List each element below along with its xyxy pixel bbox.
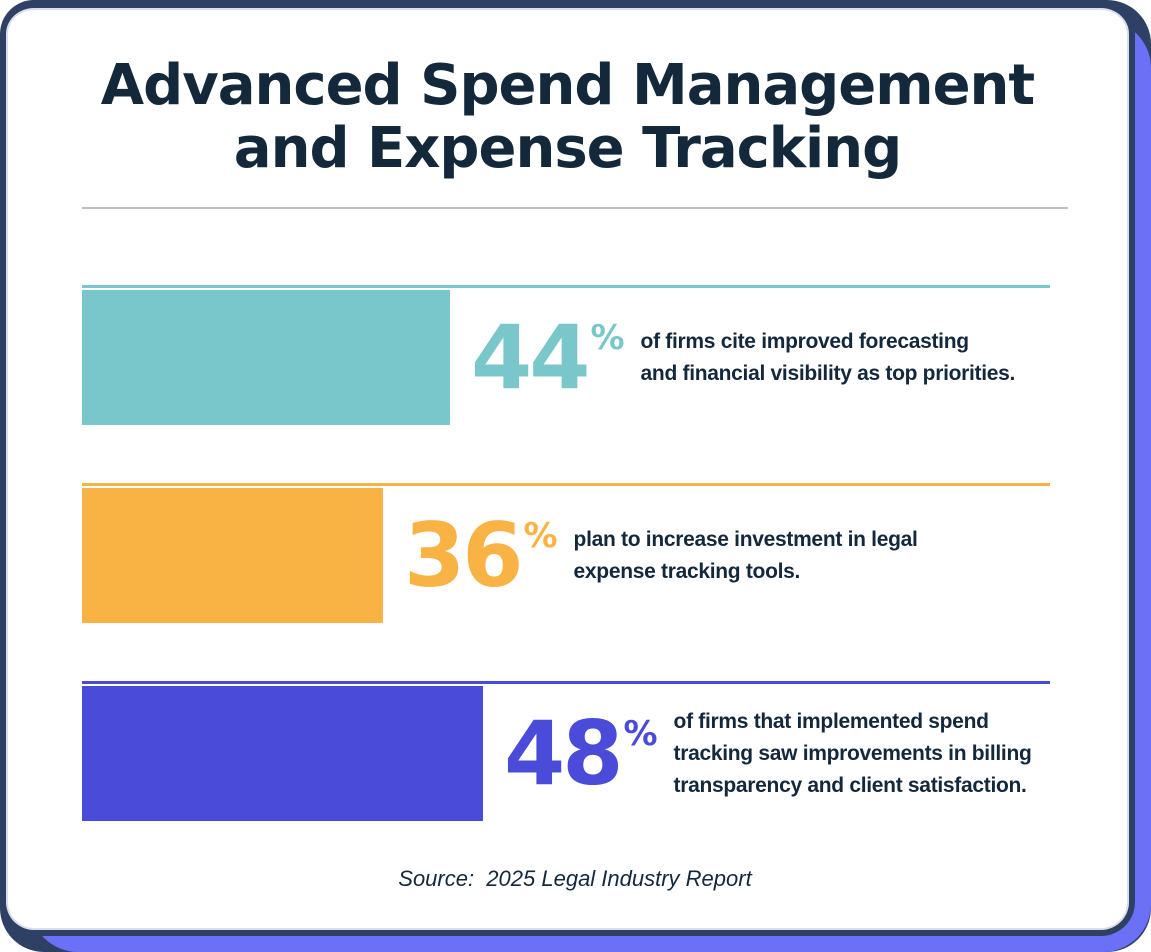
title-line-2: and Expense Tracking [233,116,902,181]
source-citation: Source: 2025 Legal Industry Report [398,866,752,891]
stat-value-number: 48 [504,701,623,805]
page-title: Advanced Spend Management and Expense Tr… [6,54,1129,180]
title-divider [82,207,1068,209]
stat-description-line: transparency and client satisfaction. [673,773,1027,797]
stat-value-unit: % [590,317,625,358]
stat-value: 44 % [471,305,625,409]
stat-value-unit: % [523,515,558,556]
stat-value-number: 36 [404,503,523,607]
title-line-1: Advanced Spend Management [100,53,1035,118]
stat-value: 36 % [404,503,558,607]
stat-bar-blue [82,686,483,821]
stat-description: of firms cite improved forecasting and f… [641,326,1016,390]
stat-value-number: 44 [471,305,590,409]
stat-accent-line-blue [82,681,1050,684]
stat-accent-line-orange [82,483,1050,486]
stat-row-spend-tracking: 48 % of firms that implemented spend tra… [82,681,1050,821]
stat-description-line: tracking saw improvements in billing [673,741,1032,765]
stat-row-investment: 36 % plan to increase investment in lega… [82,483,1050,623]
stat-bar-teal [82,290,450,425]
stat-row-forecasting: 44 % of firms cite improved forecasting … [82,285,1050,425]
stat-description: of firms that implemented spend tracking… [674,706,1032,802]
stat-description-line: of firms that implemented spend [673,709,989,733]
stat-description-line: plan to increase investment in legal [573,527,918,551]
stat-description: plan to increase investment in legal exp… [574,524,918,588]
stat-value: 48 % [504,701,658,805]
stat-description-line: of firms cite improved forecasting [640,329,970,353]
stat-bar-orange [82,488,383,623]
stat-description-line: and financial visibility as top prioriti… [640,361,1016,385]
stat-accent-line-teal [82,285,1050,288]
stat-description-line: expense tracking tools. [573,559,801,583]
infographic-card: Advanced Spend Management and Expense Tr… [0,0,1135,936]
stat-value-unit: % [623,713,658,754]
